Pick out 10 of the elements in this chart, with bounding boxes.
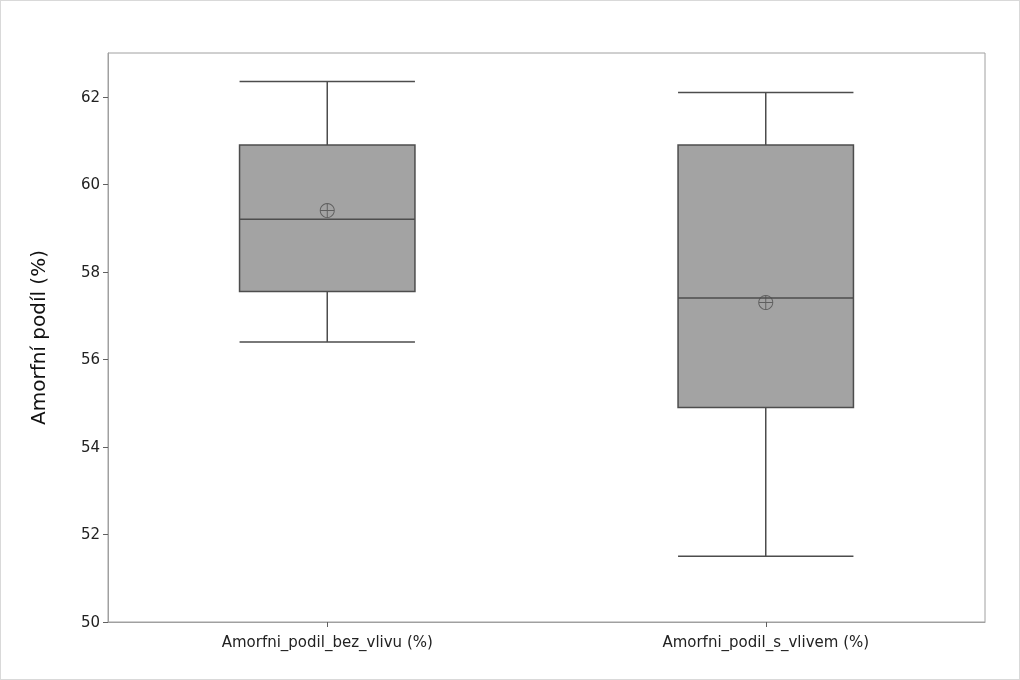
y-tick-label: 56 [80, 350, 100, 369]
x-tick-label: Amorfni_podil_s_vlivem (%) [662, 632, 870, 652]
y-tick-label: 58 [80, 262, 100, 281]
y-tick-label: 62 [80, 87, 100, 106]
y-tick-label: 54 [80, 437, 100, 456]
y-tick-label: 52 [80, 525, 100, 544]
y-tick-label: 50 [80, 613, 100, 631]
y-axis-title: Amorfní podíl (%) [26, 250, 50, 425]
y-tick-label: 60 [80, 175, 100, 194]
x-tick-label: Amorfni_podil_bez_vlivu (%) [221, 632, 433, 652]
